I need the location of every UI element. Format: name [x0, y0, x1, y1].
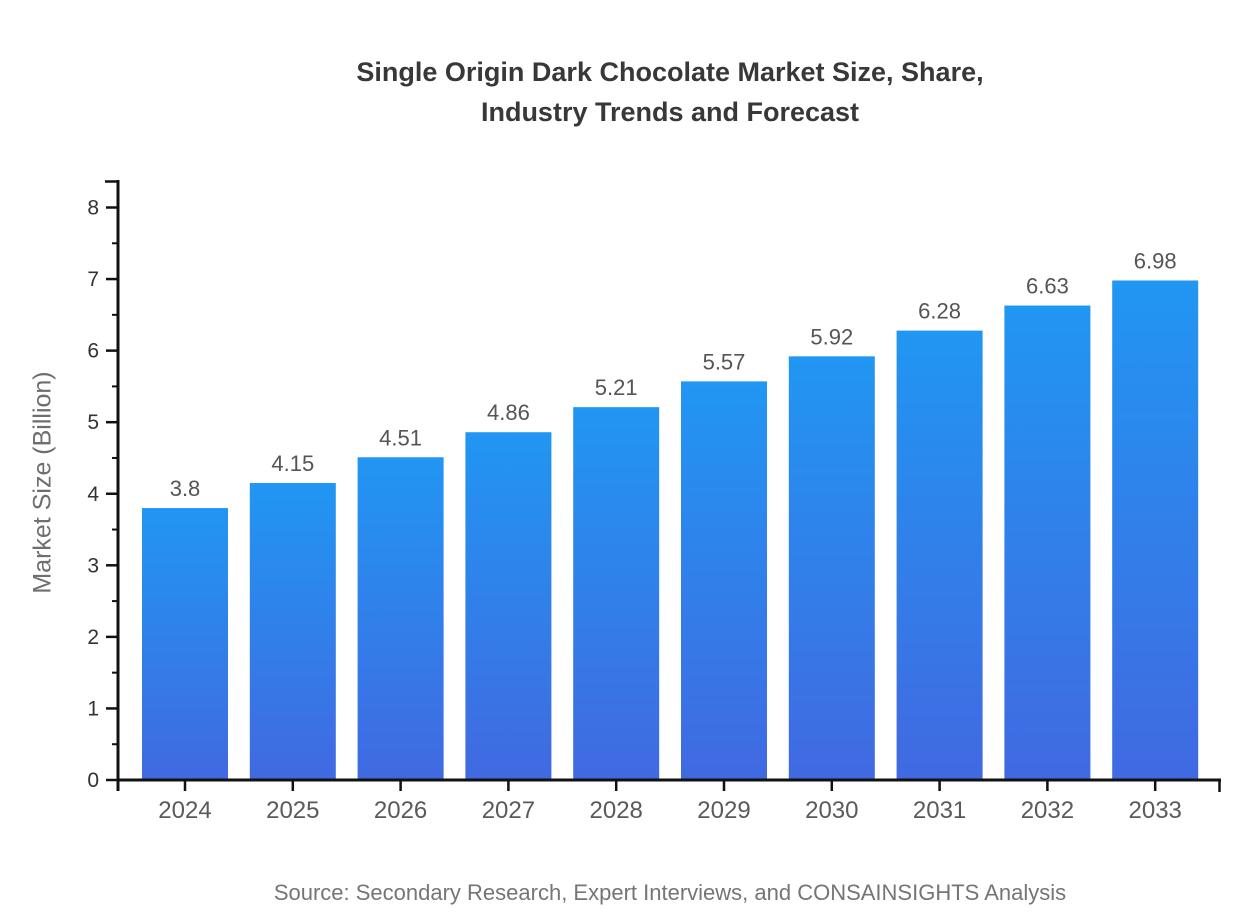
y-tick-label: 7 — [87, 268, 99, 291]
y-tick-label: 6 — [87, 340, 99, 363]
chart-title-line-2: Industry Trends and Forecast — [480, 97, 860, 127]
y-tick-label: 8 — [87, 197, 99, 220]
x-tick-label: 2026 — [374, 797, 427, 824]
bar-value-label: 6.98 — [1134, 248, 1177, 273]
bar-value-label: 3.8 — [170, 476, 201, 501]
y-tick-label: 0 — [87, 769, 99, 792]
bar — [1112, 280, 1199, 780]
x-tick-label: 2027 — [482, 797, 535, 824]
x-tick-label: 2030 — [805, 797, 858, 824]
bar-value-label: 5.57 — [703, 349, 746, 374]
bar — [142, 508, 228, 780]
y-tick-label: 3 — [87, 554, 99, 577]
x-tick-label: 2032 — [1021, 797, 1074, 824]
x-tick-label: 2031 — [913, 797, 966, 824]
bar — [1004, 305, 1091, 780]
y-tick-label: 5 — [87, 411, 99, 434]
bar — [788, 356, 875, 780]
bar-value-label: 6.63 — [1026, 274, 1069, 299]
bar-value-label: 4.86 — [487, 400, 530, 425]
bar — [249, 483, 336, 780]
bar-chart: 3.8 2024 4.15 2025 4.51 2026 4.86 2027 5.21 2028 5… — [87, 180, 1221, 824]
x-tick-label: 2033 — [1129, 797, 1182, 824]
x-tick-label: 2029 — [697, 797, 750, 824]
bar — [681, 381, 767, 780]
bar-value-label: 6.28 — [918, 299, 961, 324]
bar-value-label: 5.92 — [810, 324, 853, 349]
x-tick-label: 2024 — [158, 797, 211, 824]
bar — [896, 330, 983, 780]
source-note: Source: Secondary Research, Expert Inter… — [273, 880, 1067, 905]
bar-value-label: 4.15 — [271, 451, 314, 476]
y-tick-label: 1 — [87, 697, 99, 720]
chart-title: Single Origin Dark Chocolate Market Size… — [80, 52, 1260, 132]
chart-title-line-1: Single Origin Dark Chocolate Market Size… — [356, 57, 984, 87]
bar — [465, 432, 552, 780]
y-tick-label: 4 — [87, 483, 99, 506]
bar — [573, 407, 660, 780]
x-tick-label: 2025 — [266, 797, 319, 824]
bar — [357, 457, 444, 780]
bar-value-label: 5.21 — [595, 375, 638, 400]
y-tick-label: 2 — [87, 626, 99, 649]
bar-value-label: 4.51 — [379, 425, 422, 450]
x-tick-label: 2028 — [590, 797, 643, 824]
